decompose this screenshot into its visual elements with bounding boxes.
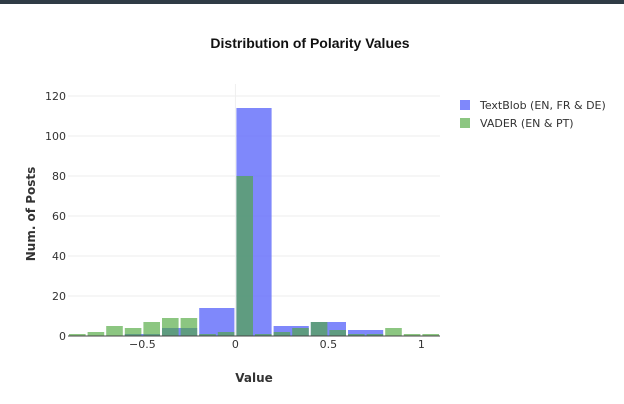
y-tick-label: 120 xyxy=(45,90,66,103)
legend-item[interactable]: VADER (EN & PT) xyxy=(460,117,574,130)
y-tick-label: 40 xyxy=(52,250,66,263)
histogram-bar[interactable] xyxy=(87,332,105,336)
histogram-bar[interactable] xyxy=(273,332,291,336)
histogram-bar[interactable] xyxy=(124,328,142,336)
histogram-bar[interactable] xyxy=(255,334,272,336)
histogram-bar[interactable] xyxy=(162,318,179,336)
histogram-bar[interactable] xyxy=(69,334,86,336)
x-axis-title: Value xyxy=(235,371,273,385)
y-tick-label: 0 xyxy=(59,330,66,343)
x-tick-label: 0.5 xyxy=(320,338,338,351)
histogram-bar[interactable] xyxy=(106,326,123,336)
histogram-bar[interactable] xyxy=(217,332,235,336)
legend-swatch xyxy=(460,100,470,110)
histogram-bar[interactable] xyxy=(366,334,384,336)
legend-label: TextBlob (EN, FR & DE) xyxy=(479,99,606,112)
x-tick-label: −0.5 xyxy=(129,338,156,351)
y-tick-label: 20 xyxy=(52,290,66,303)
x-tick-label: 0 xyxy=(232,338,239,351)
chart-title: Distribution of Polarity Values xyxy=(210,35,409,51)
histogram-bar[interactable] xyxy=(348,334,365,336)
window-top-bar xyxy=(0,0,624,4)
y-tick-label: 100 xyxy=(45,130,66,143)
histogram-bar[interactable] xyxy=(180,318,198,336)
histogram-bar[interactable] xyxy=(292,328,309,336)
legend-item[interactable]: TextBlob (EN, FR & DE) xyxy=(460,99,606,112)
legend[interactable]: TextBlob (EN, FR & DE) VADER (EN & PT) xyxy=(460,99,606,130)
histogram-bar[interactable] xyxy=(273,326,309,336)
histogram-bar[interactable] xyxy=(124,334,160,336)
histogram-bar[interactable] xyxy=(422,334,439,336)
legend-label: VADER (EN & PT) xyxy=(480,117,574,130)
legend-swatch xyxy=(460,118,470,128)
histogram-bar[interactable] xyxy=(310,322,328,336)
series-textblob-bars xyxy=(124,108,384,336)
histogram-bar[interactable] xyxy=(236,176,253,336)
histogram-bar[interactable] xyxy=(348,330,384,336)
gridlines xyxy=(68,84,440,336)
histogram-bar[interactable] xyxy=(385,328,402,336)
bars xyxy=(69,108,439,336)
histogram-bar[interactable] xyxy=(162,328,198,336)
histogram-bar[interactable] xyxy=(199,308,235,336)
histogram-bar[interactable] xyxy=(403,334,421,336)
y-tick-label: 60 xyxy=(52,210,66,223)
y-axis-title: Num. of Posts xyxy=(24,167,38,262)
series-vader-bars xyxy=(69,176,439,336)
axes: 0 20 40 60 80 100 120 −0.5 0 0.5 1 xyxy=(45,90,440,351)
histogram-bar[interactable] xyxy=(329,330,346,336)
y-tick-label: 80 xyxy=(52,170,66,183)
x-tick-label: 1 xyxy=(418,338,425,351)
histogram-bar[interactable] xyxy=(199,334,216,336)
histogram-bar[interactable] xyxy=(143,322,160,336)
